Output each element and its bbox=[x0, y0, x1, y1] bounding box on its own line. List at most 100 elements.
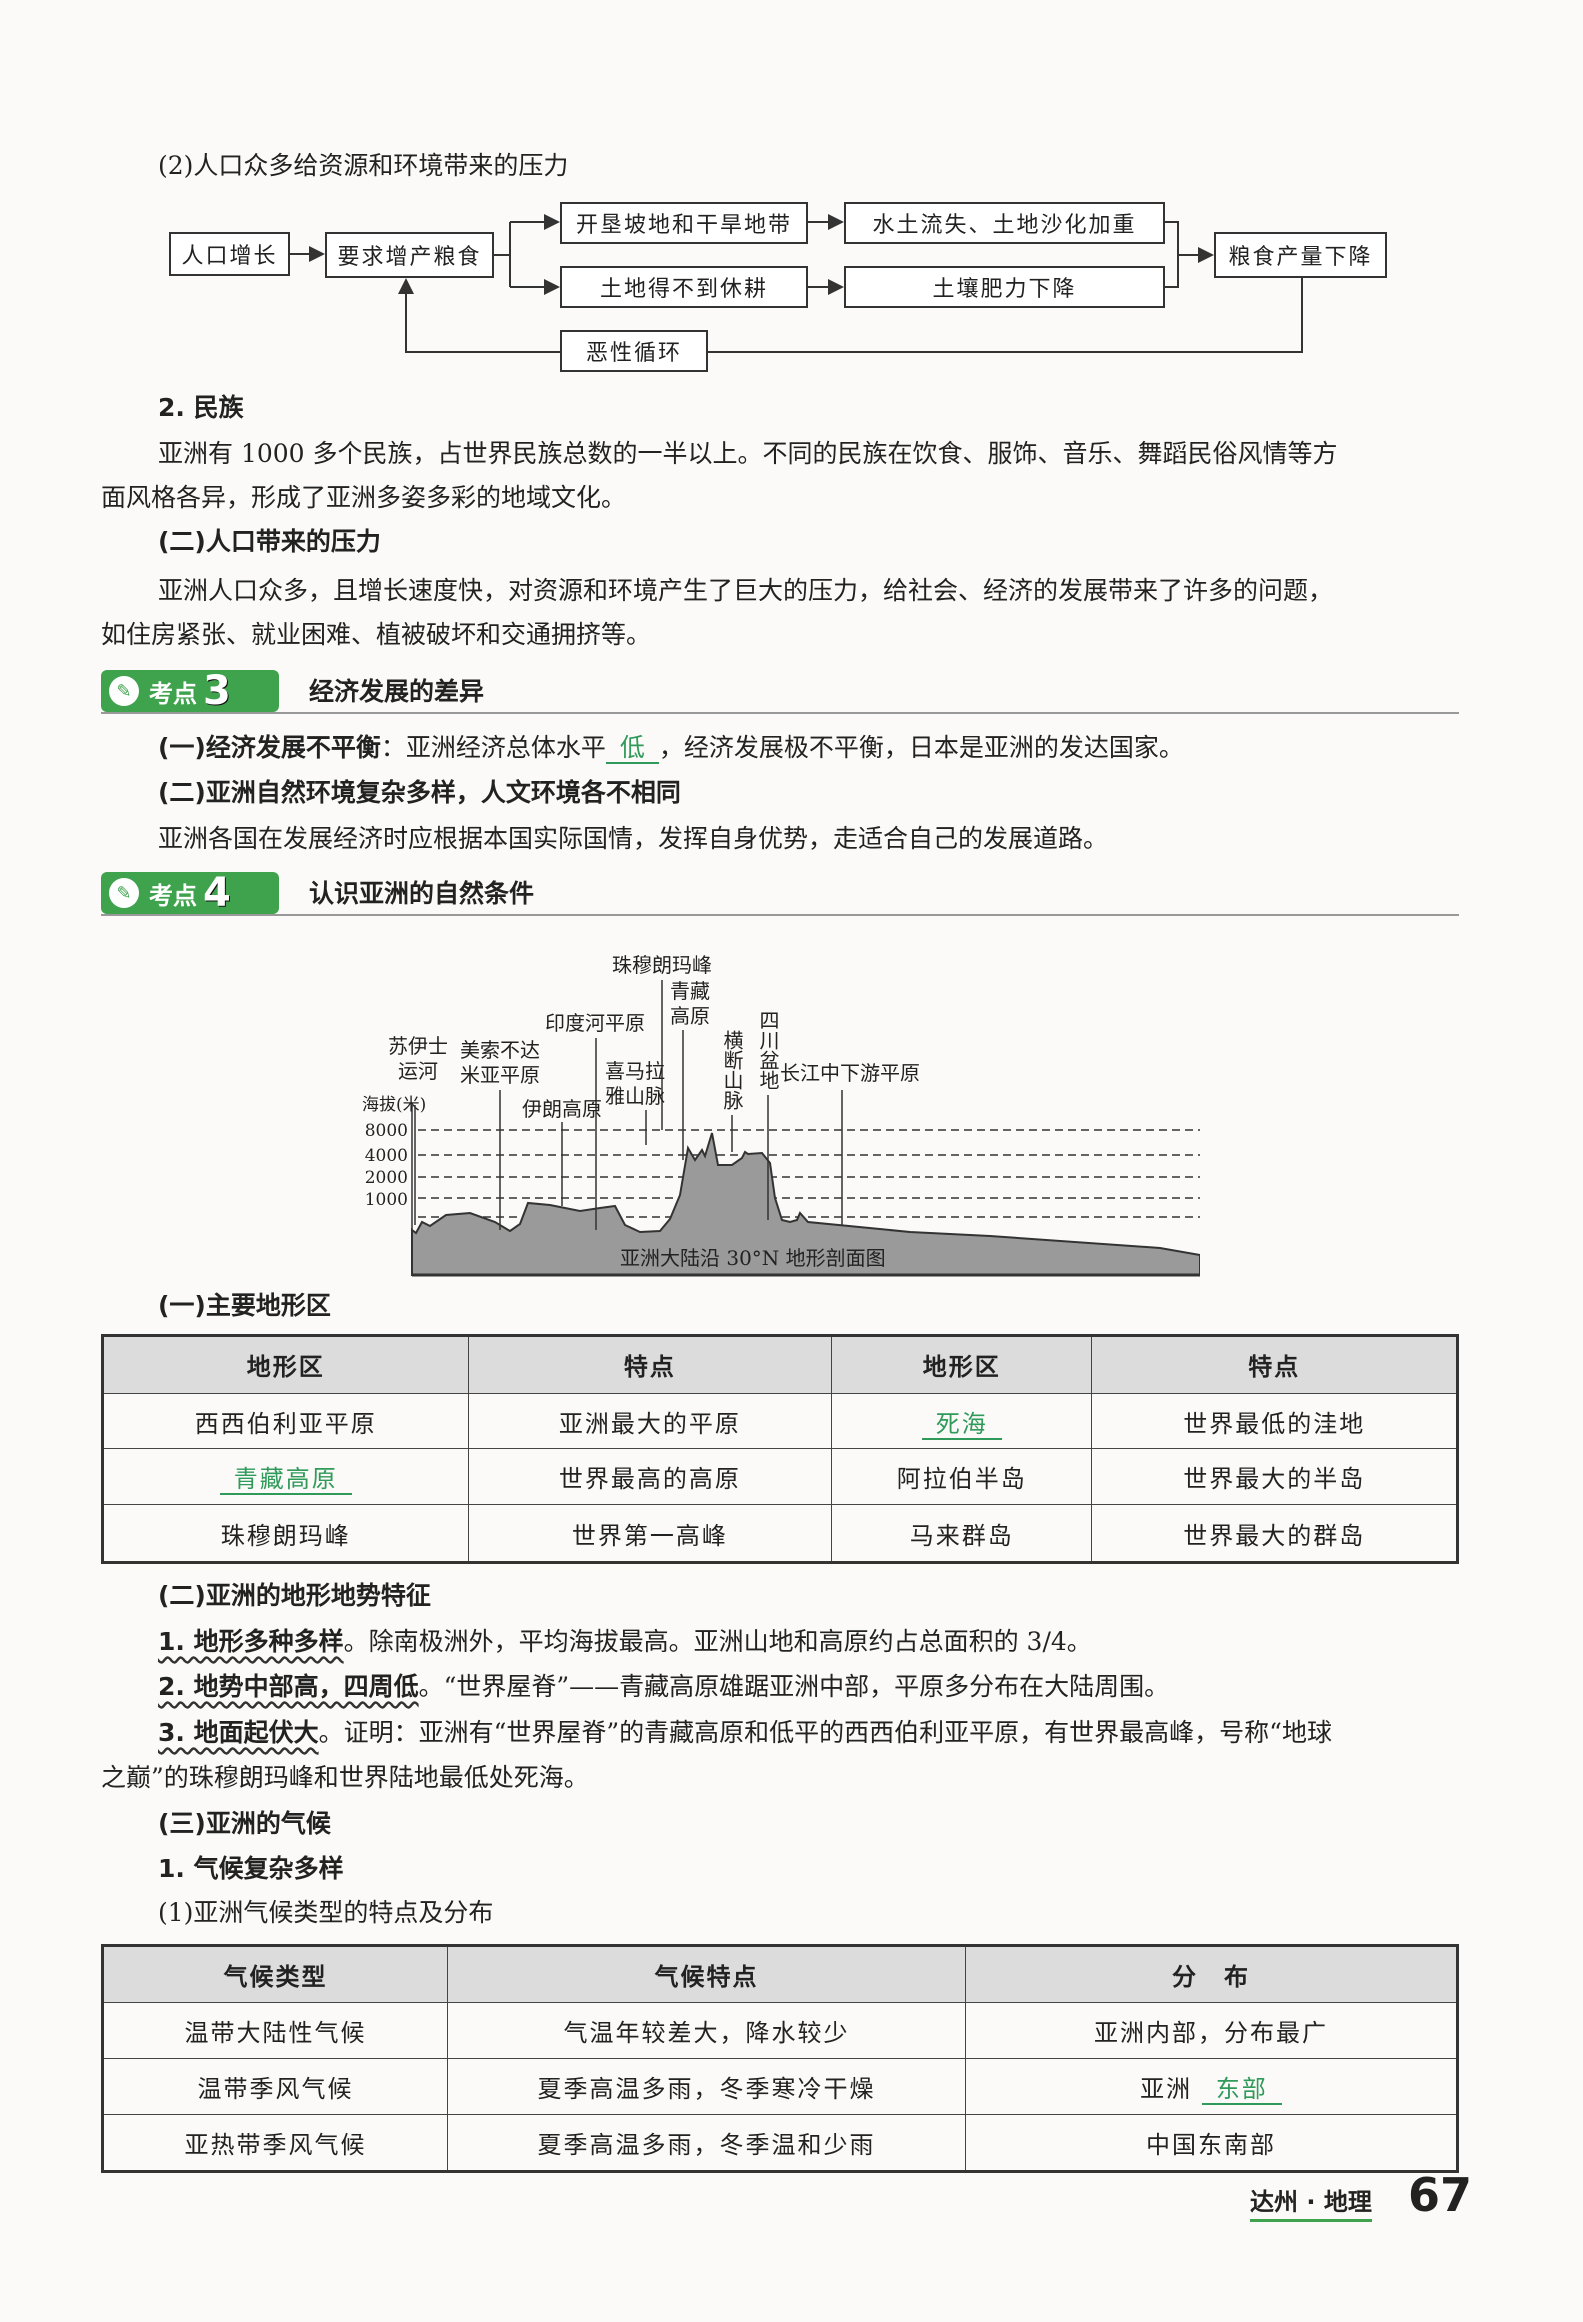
flow-a: 人口增长 bbox=[169, 232, 290, 276]
paragraph: 亚洲各国在发展经济时应根据本国实际国情，发挥自身优势，走适合自己的发展道路。 bbox=[158, 824, 1109, 853]
table-row: 青藏高原 世界最高的高原 阿拉伯半岛 世界最大的半岛 bbox=[102, 1448, 1458, 1506]
label-everest: 珠穆朗玛峰 bbox=[612, 953, 712, 977]
flow-c1: 开垦坡地和干旱地带 bbox=[560, 202, 808, 244]
flow-e: 粮食产量下降 bbox=[1214, 232, 1387, 278]
label: 3. 地面起伏大 bbox=[158, 1718, 319, 1747]
table-row: 温带大陆性气候 气温年较差大，降水较少 亚洲内部，分布最广 bbox=[102, 2002, 1458, 2059]
cell: 亚洲最大的平原 bbox=[467, 1392, 833, 1450]
th: 气候特点 bbox=[447, 1944, 966, 2004]
paragraph: 2. 地势中部高，四周低。“世界屋脊”——青藏高原雄踞亚洲中部，平原多分布在大陆… bbox=[158, 1665, 1169, 1709]
heading-pressure: (二)人口带来的压力 bbox=[158, 527, 381, 556]
label-sichuan: 四川盆地 bbox=[756, 1010, 780, 1090]
paragraph: 3. 地面起伏大。证明：亚洲有“世界屋脊”的青藏高原和低平的西西伯利亚平原，有世… bbox=[158, 1711, 1332, 1755]
figure-caption: 亚洲大陆沿 30°N 地形剖面图 bbox=[620, 1246, 886, 1270]
cell: 世界最低的洼地 bbox=[1091, 1392, 1458, 1450]
table-row: 珠穆朗玛峰 世界第一高峰 马来群岛 世界最大的群岛 bbox=[102, 1504, 1458, 1563]
paragraph: 1. 地形多种多样。除南极洲外，平均海拔最高。亚洲山地和高原约占总面积的 3/4… bbox=[158, 1620, 1092, 1664]
label: 2. 地势中部高，四周低 bbox=[158, 1672, 419, 1701]
paragraph: 之巅”的珠穆朗玛峰和世界陆地最低处死海。 bbox=[101, 1763, 589, 1792]
cell: 亚洲 bbox=[1140, 2074, 1193, 2103]
label: (一)经济发展不平衡 bbox=[158, 733, 381, 762]
table-row: 亚热带季风气候 夏季高温多雨，冬季温和少雨 中国东南部 bbox=[102, 2113, 1458, 2173]
label-tibet: 高原 bbox=[670, 1004, 710, 1028]
text: 。“世界屋脊”——青藏高原雄踞亚洲中部，平原多分布在大陆周围。 bbox=[418, 1672, 1170, 1701]
y-axis-label: 海拔(米) bbox=[362, 1095, 426, 1115]
label-hengduan: 横断山脉 bbox=[720, 1030, 744, 1110]
text: 。除南极洲外，平均海拔最高。亚洲山地和高原约占总面积的 3/4。 bbox=[343, 1627, 1092, 1656]
th: 地形区 bbox=[831, 1335, 1093, 1394]
heading-terrain: (二)亚洲的地形地势特征 bbox=[158, 1581, 431, 1610]
heading-ethnic: 2. 民族 bbox=[158, 393, 244, 422]
cell: 世界最大的半岛 bbox=[1091, 1448, 1458, 1506]
answer: 死海 bbox=[921, 1409, 1002, 1440]
th: 特点 bbox=[1091, 1335, 1458, 1394]
badge-label: 考点 bbox=[149, 881, 197, 910]
cell: 阿拉伯半岛 bbox=[831, 1448, 1093, 1506]
label-indus: 印度河平原 bbox=[545, 1011, 645, 1035]
heading: (二)亚洲自然环境复杂多样，人文环境各不相同 bbox=[158, 778, 681, 807]
answer: 低 bbox=[605, 733, 659, 764]
flow-c2: 土地得不到休耕 bbox=[560, 266, 808, 308]
tick: 4000 bbox=[365, 1146, 408, 1166]
table-row: 西西伯利亚平原 亚洲最大的平原 死海 世界最低的洼地 bbox=[102, 1392, 1458, 1450]
paragraph: 面风格各异，形成了亚洲多姿多彩的地域文化。 bbox=[101, 483, 627, 512]
flow-d1: 水土流失、土地沙化加重 bbox=[844, 202, 1165, 244]
table-row: 温带季风气候 夏季高温多雨，冬季寒冷干燥 亚洲 东部 bbox=[102, 2057, 1458, 2115]
label-tibet: 青藏 bbox=[670, 979, 710, 1003]
heading: 1. 气候复杂多样 bbox=[158, 1854, 344, 1883]
label-iran: 伊朗高原 bbox=[522, 1097, 602, 1121]
cell: 亚洲内部，分布最广 bbox=[965, 2002, 1458, 2059]
label-suez: 运河 bbox=[398, 1059, 438, 1083]
cell: 温带大陆性气候 bbox=[102, 2002, 448, 2059]
cell: 世界最大的群岛 bbox=[1091, 1504, 1458, 1563]
flow-b: 要求增产粮食 bbox=[325, 232, 494, 278]
kaodian-badge: ✎ 考点 3 bbox=[101, 668, 279, 714]
cell: 夏季高温多雨，冬季寒冷干燥 bbox=[447, 2057, 966, 2115]
kaodian3-header: ✎ 考点 3 经济发展的差异 bbox=[101, 668, 1459, 714]
paragraph: (一)经济发展不平衡：亚洲经济总体水平低，经济发展极不平衡，日本是亚洲的发达国家… bbox=[158, 726, 1184, 770]
text: ，经济发展极不平衡，日本是亚洲的发达国家。 bbox=[658, 733, 1184, 762]
label-meso: 米亚平原 bbox=[460, 1063, 540, 1087]
label-meso: 美索不达 bbox=[460, 1038, 540, 1062]
terrain-profile: 8000 4000 2000 1000 海拔(米) 苏伊士 运河 美索不达 米亚… bbox=[362, 953, 1200, 1277]
answer: 东部 bbox=[1201, 2074, 1282, 2105]
th: 分 布 bbox=[965, 1944, 1458, 2004]
terrain-shape bbox=[411, 1132, 1200, 1276]
paragraph: 亚洲有 1000 多个民族，占世界民族总数的一半以上。不同的民族在饮食、服饰、音… bbox=[158, 439, 1338, 468]
section-title: 经济发展的差异 bbox=[309, 677, 485, 706]
label-himalaya: 雅山脉 bbox=[605, 1084, 665, 1108]
tick-labels: 8000 4000 2000 1000 bbox=[365, 1121, 408, 1210]
flow-arrows bbox=[290, 214, 1303, 353]
cell: 中国东南部 bbox=[965, 2113, 1458, 2173]
label-yangtze: 长江中下游平原 bbox=[780, 1061, 920, 1085]
text: ：亚洲经济总体水平 bbox=[380, 733, 606, 762]
cell: 世界最高的高原 bbox=[467, 1448, 833, 1506]
cell: 温带季风气候 bbox=[102, 2057, 448, 2115]
paragraph: 亚洲人口众多，且增长速度快，对资源和环境产生了巨大的压力，给社会、经济的发展带来… bbox=[158, 576, 1334, 605]
flow-loop: 恶性循环 bbox=[560, 330, 708, 372]
climate-table: 气候类型 气候特点分 布 温带大陆性气候 气温年较差大，降水较少 亚洲内部，分布最广 … bbox=[101, 1944, 1459, 2173]
heading-climate: (三)亚洲的气候 bbox=[158, 1809, 331, 1838]
th: 地形区 bbox=[102, 1335, 469, 1394]
tick: 1000 bbox=[365, 1190, 408, 1210]
cell: 气温年较差大，降水较少 bbox=[447, 2002, 966, 2059]
page-number: 67 bbox=[1408, 2168, 1473, 2222]
cell: 珠穆朗玛峰 bbox=[102, 1504, 469, 1563]
landform-table: 地形区 特点 地形区 特点 西西伯利亚平原 亚洲最大的平原 死海 世界最低的洼地 青藏高原世… bbox=[101, 1334, 1459, 1564]
cell: 世界第一高峰 bbox=[467, 1504, 833, 1563]
label-himalaya: 喜马拉 bbox=[605, 1059, 665, 1083]
tick: 8000 bbox=[365, 1121, 408, 1141]
cell: 亚热带季风气候 bbox=[102, 2113, 448, 2173]
label-suez: 苏伊士 bbox=[388, 1034, 448, 1058]
th: 特点 bbox=[467, 1335, 833, 1394]
label: 1. 地形多种多样 bbox=[158, 1627, 344, 1656]
leaf-icon: ✎ bbox=[109, 676, 139, 706]
heading-landform: (一)主要地形区 bbox=[158, 1291, 331, 1320]
kaodian4-header: ✎ 考点 4 认识亚洲的自然条件 bbox=[101, 870, 1459, 916]
paragraph: 如住房紧张、就业困难、植被破坏和交通拥挤等。 bbox=[101, 620, 652, 649]
tick: 2000 bbox=[365, 1168, 408, 1188]
kaodian-badge: ✎ 考点 4 bbox=[101, 870, 279, 916]
badge-number: 4 bbox=[203, 870, 231, 916]
text: 。证明：亚洲有“世界屋脊”的青藏高原和低平的西西伯利亚平原，有世界最高峰，号称“… bbox=[318, 1718, 1332, 1747]
answer: 青藏高原 bbox=[219, 1465, 352, 1496]
